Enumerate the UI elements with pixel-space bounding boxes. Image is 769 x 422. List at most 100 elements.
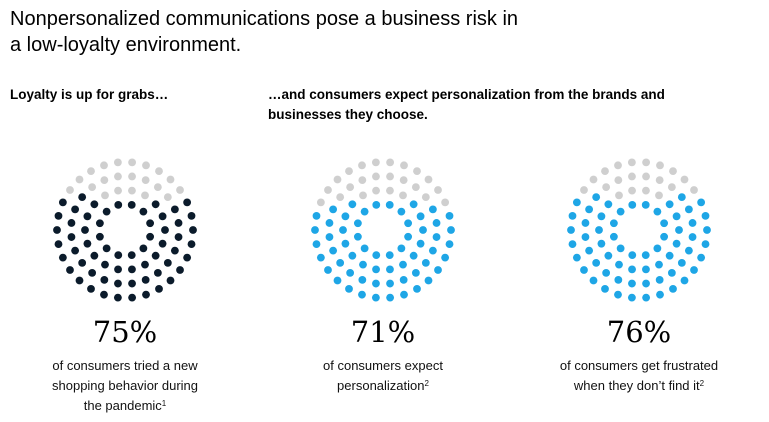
empty-dot xyxy=(176,186,184,194)
title-line-1: Nonpersonalized communications pose a bu… xyxy=(10,8,519,30)
empty-dot xyxy=(627,158,636,167)
empty-dot xyxy=(642,158,651,167)
filled-dot xyxy=(428,205,437,214)
empty-dot xyxy=(642,186,650,195)
filled-dot xyxy=(353,219,362,228)
filled-dot xyxy=(174,219,183,227)
empty-dot xyxy=(580,186,588,194)
filled-dot xyxy=(655,260,663,269)
filled-dot xyxy=(146,219,155,228)
filled-dot xyxy=(90,200,99,209)
filled-dot xyxy=(642,265,650,274)
title-line-2: a low-loyalty environment. xyxy=(10,34,242,56)
filled-dot xyxy=(345,284,353,293)
subtitle-right-line-2: businesses they choose. xyxy=(268,107,428,122)
description-2: of consumers expect personalization2 xyxy=(258,356,508,396)
filled-dot xyxy=(141,275,150,284)
filled-dot xyxy=(158,212,167,221)
empty-dot xyxy=(667,183,676,192)
filled-dot xyxy=(572,198,581,207)
empty-dot xyxy=(128,186,136,195)
filled-dot xyxy=(66,266,74,274)
filled-dot xyxy=(155,284,163,293)
filled-dot xyxy=(680,276,689,285)
filled-dot xyxy=(114,200,123,209)
filled-dot xyxy=(581,233,590,241)
dot-donut-1 xyxy=(53,158,197,302)
empty-dot xyxy=(614,176,623,185)
filled-dot xyxy=(628,200,637,209)
empty-dot xyxy=(142,161,150,170)
filled-dot xyxy=(432,233,441,241)
filled-dot xyxy=(336,258,345,267)
filled-dot xyxy=(641,251,650,260)
filled-dot xyxy=(346,268,355,277)
filled-dot xyxy=(163,258,172,267)
empty-dot xyxy=(114,172,122,181)
subtitle-right: …and consumers expect personalization fr… xyxy=(268,85,738,125)
chart-title: Nonpersonalized communications pose a bu… xyxy=(10,6,610,58)
filled-dot xyxy=(655,275,664,284)
filled-dot xyxy=(100,290,108,299)
empty-dot xyxy=(358,161,366,170)
empty-dot xyxy=(434,186,442,194)
filled-dot xyxy=(341,212,350,221)
filled-dot xyxy=(399,260,407,269)
filled-dot xyxy=(95,219,104,228)
filled-dot xyxy=(597,239,606,248)
filled-dot xyxy=(325,233,334,241)
empty-dot xyxy=(128,158,137,167)
description-3: of consumers get frustrated when they do… xyxy=(514,356,764,396)
empty-dot xyxy=(100,176,109,185)
filled-dot xyxy=(592,193,601,202)
filled-dot xyxy=(114,251,123,260)
filled-dot xyxy=(447,226,455,234)
desc-3-line-1: of consumers get frustrated xyxy=(559,358,719,373)
filled-dot xyxy=(101,260,109,269)
empty-dot xyxy=(346,183,355,192)
filled-dot xyxy=(628,251,637,260)
filled-dot xyxy=(660,232,669,241)
filled-dot xyxy=(158,239,167,248)
filled-dot xyxy=(567,226,575,234)
filled-dot xyxy=(585,205,594,214)
filled-dot xyxy=(316,253,325,262)
filled-dot xyxy=(353,232,362,241)
filled-dot xyxy=(312,240,321,249)
desc-2-line-2-wrap: personalization2 xyxy=(258,376,508,396)
filled-dot xyxy=(641,200,650,209)
empty-dot xyxy=(155,167,163,176)
filled-dot xyxy=(324,266,332,274)
filled-dot xyxy=(88,268,97,277)
filled-dot xyxy=(672,239,681,248)
empty-dot xyxy=(589,175,598,184)
empty-dot xyxy=(153,183,162,192)
filled-dot xyxy=(114,279,122,288)
filled-dot xyxy=(146,232,155,241)
filled-dot xyxy=(359,260,367,269)
subtitle-right-line-1: …and consumers expect personalization fr… xyxy=(268,87,665,102)
empty-dot xyxy=(655,176,664,185)
dot-donut-2 xyxy=(311,158,455,302)
filled-dot xyxy=(372,279,380,288)
filled-dot xyxy=(54,240,63,249)
filled-dot xyxy=(703,226,711,234)
filled-dot xyxy=(348,251,357,260)
filled-dot xyxy=(677,193,686,202)
filled-dot xyxy=(151,200,160,209)
filled-dot xyxy=(642,293,651,302)
filled-dot xyxy=(404,232,413,241)
filled-dot xyxy=(416,239,425,248)
filled-dot xyxy=(604,251,613,260)
empty-dot xyxy=(615,191,623,200)
empty-dot xyxy=(399,176,408,185)
desc-1-line-1: of consumers tried a new xyxy=(52,358,198,373)
filled-dot xyxy=(360,207,369,216)
filled-dot xyxy=(428,246,437,255)
filled-dot xyxy=(653,244,662,253)
empty-dot xyxy=(680,175,689,184)
filled-dot xyxy=(628,265,636,274)
filled-dot xyxy=(602,268,611,277)
empty-dot xyxy=(163,193,172,202)
filled-dot xyxy=(601,284,609,293)
